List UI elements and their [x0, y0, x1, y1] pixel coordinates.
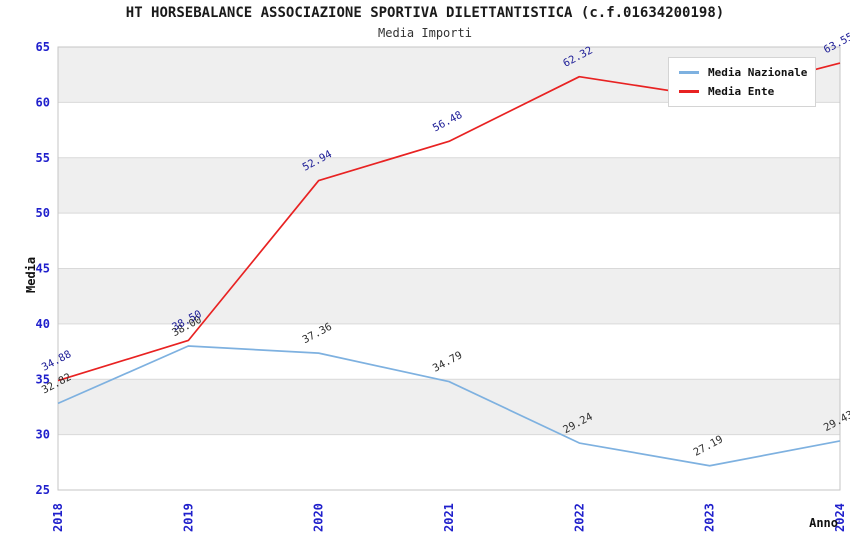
x-tick-label: 2020 [312, 503, 326, 532]
x-tick-label: 2024 [833, 503, 847, 532]
plot-band [58, 213, 840, 269]
series-line-media-nazionale [57, 345, 841, 467]
x-tick-label: 2022 [572, 503, 586, 532]
y-axis-title: Media [24, 256, 38, 293]
legend-item-media-ente: Media Ente [679, 82, 809, 101]
x-tick-label: 2021 [442, 503, 456, 532]
y-tick-label: 25 [36, 483, 50, 497]
plot-band [58, 268, 840, 324]
plot-border [57, 46, 841, 491]
chart-title: HT HORSEBALANCE ASSOCIAZIONE SPORTIVA DI… [125, 5, 725, 21]
x-tick-label: 2019 [181, 503, 195, 532]
media-ente-line-swatch [679, 90, 699, 93]
chart-subtitle: Media Importi [378, 26, 472, 40]
y-tick-label: 45 [36, 262, 50, 276]
y-tick-label: 65 [36, 40, 50, 54]
legend-label: Media Ente [708, 85, 775, 98]
legend-label: Media Nazionale [708, 66, 808, 79]
y-tick-label: 60 [36, 95, 50, 109]
media-nazionale-line-swatch [679, 71, 699, 74]
plot-band [58, 323, 840, 380]
plot-band [58, 157, 840, 214]
x-tick-label: 2018 [51, 503, 65, 532]
y-tick-label: 35 [36, 372, 50, 386]
y-tick-label: 55 [36, 151, 50, 165]
legend: Media Nazionale Media Ente [668, 57, 816, 107]
x-axis-title: Anno [809, 516, 838, 530]
y-tick-label: 50 [36, 206, 50, 220]
plot-band [58, 102, 840, 158]
x-tick-label: 2023 [703, 503, 717, 532]
y-tick-label: 30 [36, 428, 50, 442]
plot-band [58, 379, 840, 435]
y-tick-label: 40 [36, 317, 50, 331]
legend-item-media-nazionale: Media Nazionale [679, 63, 809, 82]
plot-band [58, 434, 840, 490]
